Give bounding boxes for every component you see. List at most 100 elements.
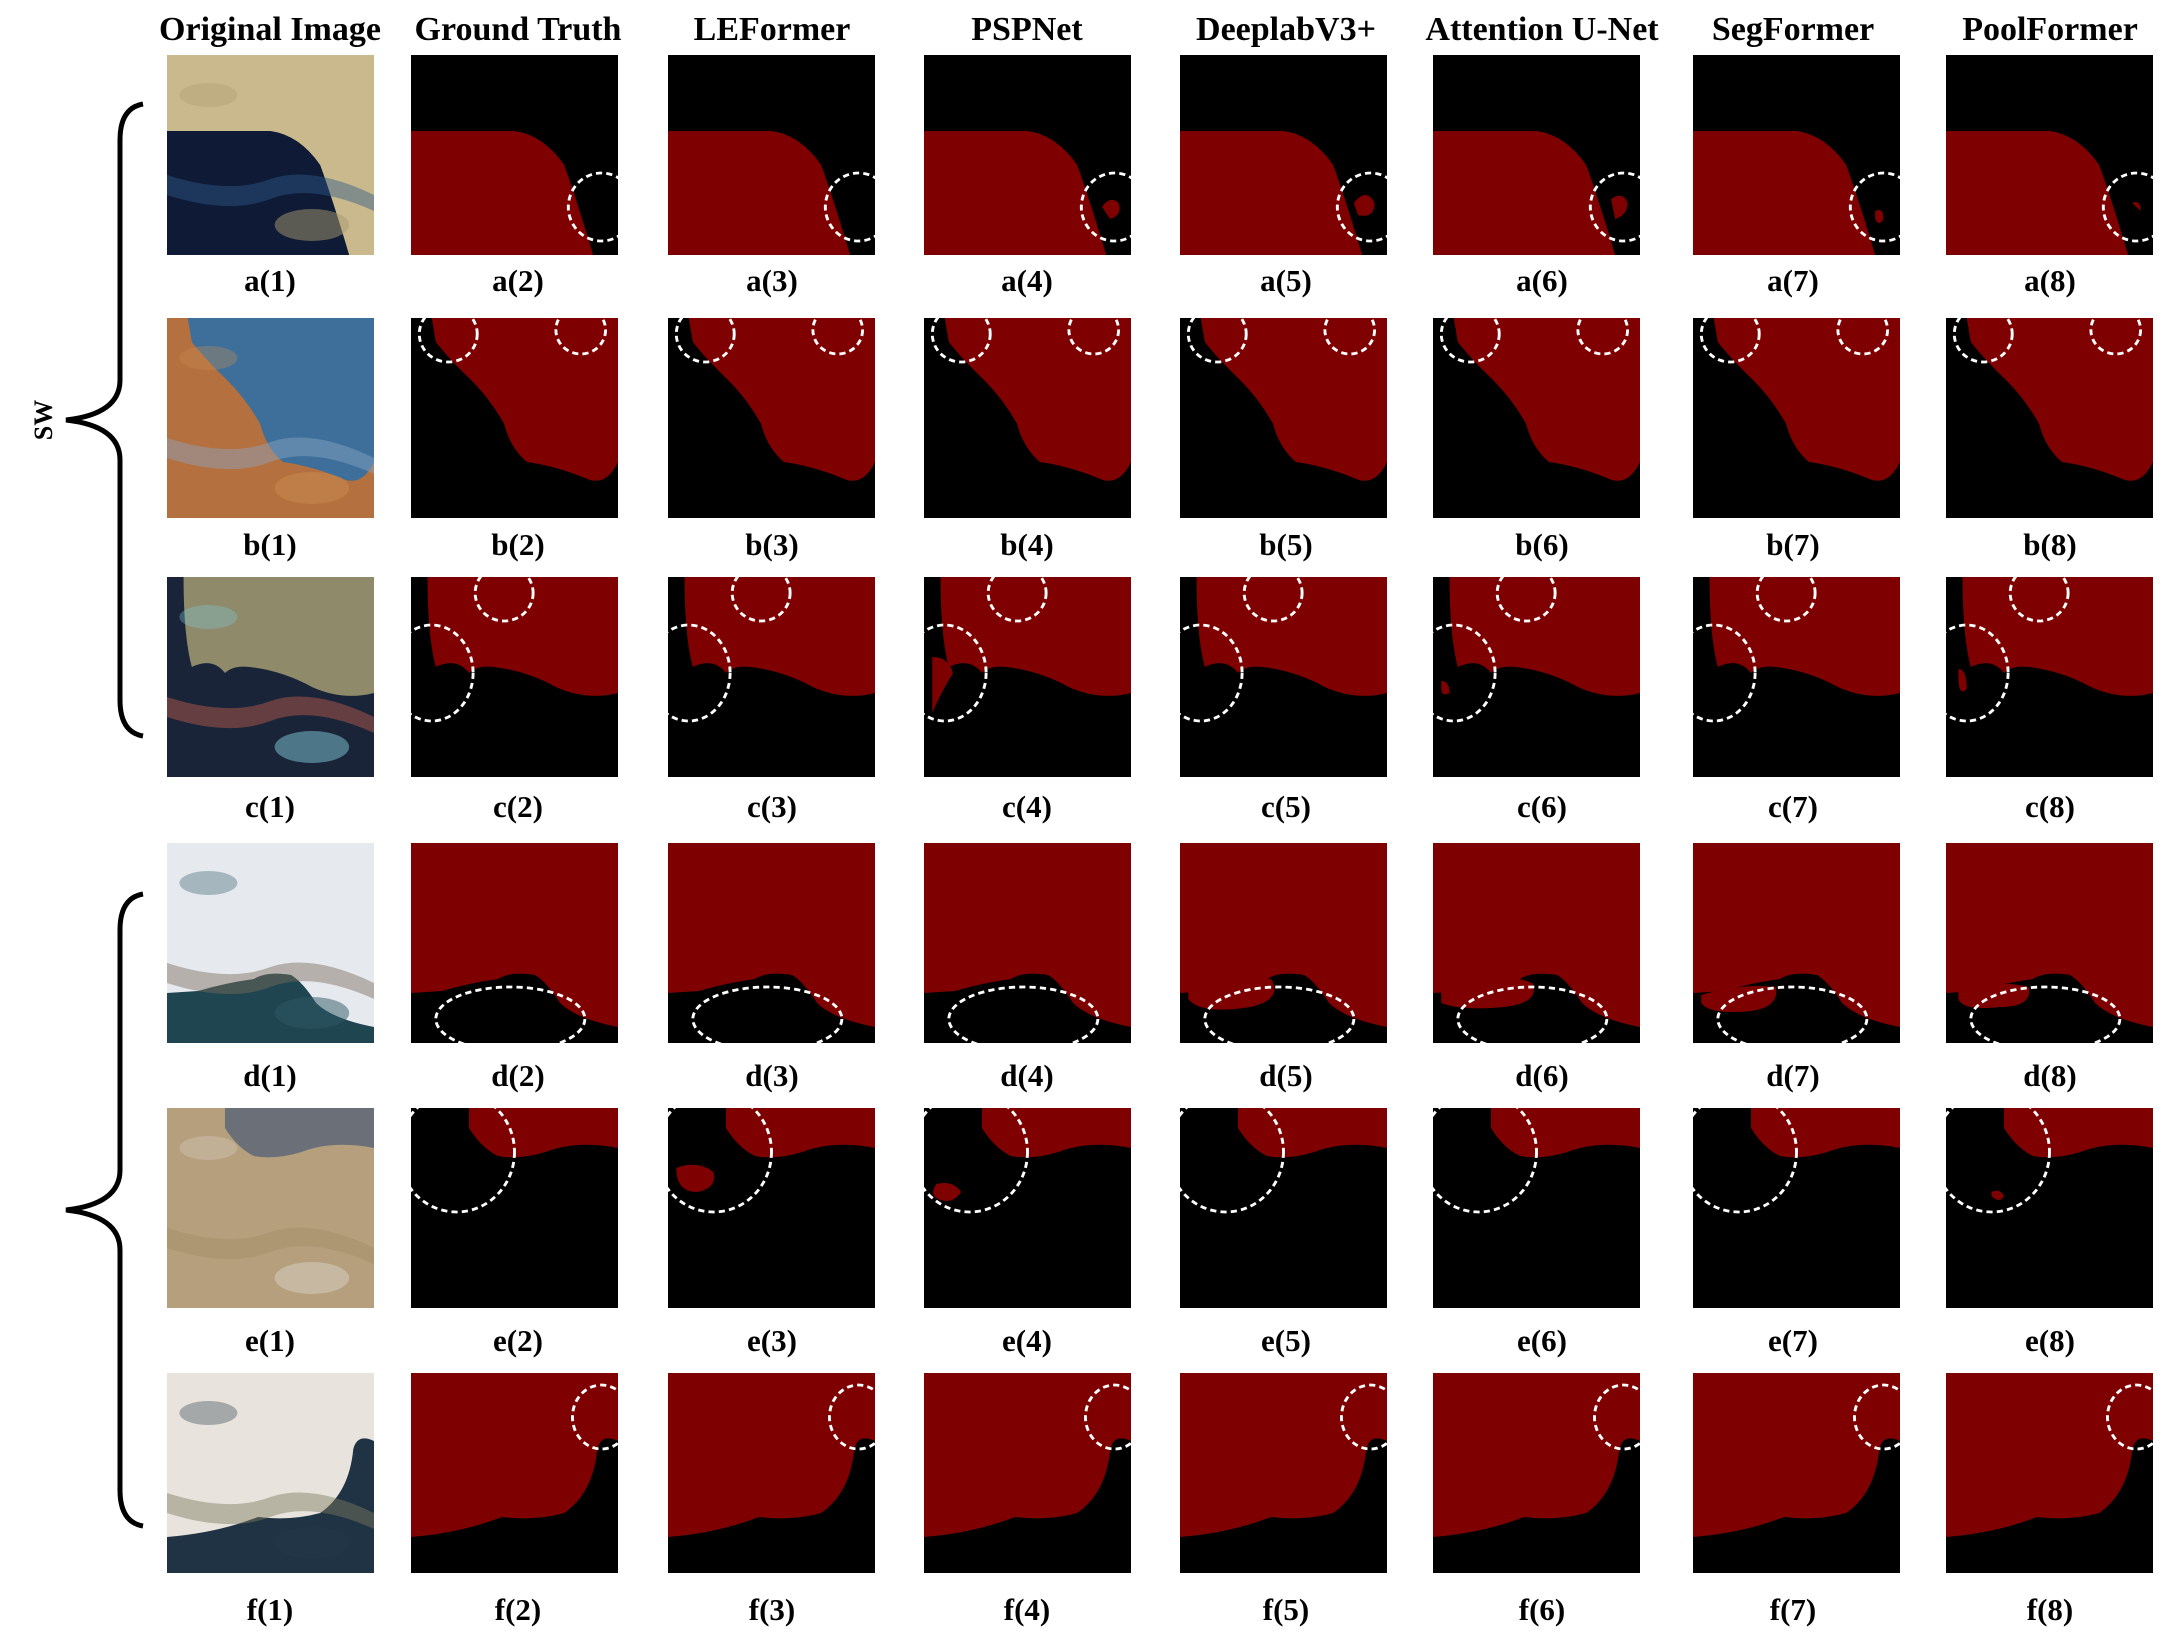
prediction-tile [1433,843,1640,1043]
segmentation-mask [668,318,875,518]
original-image-tile [167,843,374,1043]
prediction-tile [1693,1373,1900,1573]
panel-caption: f(7) [1769,1592,1817,1627]
panel-caption: f(3) [748,1592,796,1627]
panel-caption: f(6) [1518,1592,1566,1627]
segmentation-mask [1946,577,2153,777]
panel-caption: a(5) [1260,263,1312,298]
segmentation-mask [1693,1373,1900,1573]
prediction-tile [924,1108,1131,1308]
prediction-tile [1946,318,2153,518]
segmentation-mask [668,1108,875,1308]
column-header: PSPNet [971,11,1083,48]
segmentation-mask [1433,577,1640,777]
panel-caption: c(3) [747,789,797,824]
prediction-tile [1433,577,1640,777]
segmentation-mask [1180,1373,1387,1573]
panel-caption: e(8) [2025,1323,2075,1358]
segmentation-mask [1693,843,1900,1043]
segmentation-mask [1693,1108,1900,1308]
panel-caption: e(1) [245,1323,295,1358]
segmentation-mask [1180,843,1387,1043]
prediction-tile [1946,843,2153,1043]
prediction-tile [1180,1108,1387,1308]
segmentation-mask [924,318,1131,518]
prediction-tile [1946,1373,2153,1573]
prediction-tile [1693,55,1900,255]
segmentation-mask [1433,318,1640,518]
panel-caption: b(5) [1259,527,1313,562]
original-image-tile [167,1373,374,1573]
segmentation-mask [1180,1108,1387,1308]
panel-caption: c(7) [1768,789,1818,824]
panel-caption: e(3) [747,1323,797,1358]
segmentation-mask [924,1108,1131,1308]
panel-caption: d(5) [1259,1058,1313,1093]
segmentation-mask [411,577,618,777]
segmentation-mask [411,843,618,1043]
ground-truth-tile [411,1373,618,1573]
segmentation-mask [411,1108,618,1308]
satellite-image [167,577,374,777]
panel-caption: e(6) [1517,1323,1567,1358]
panel-caption: f(1) [246,1592,294,1627]
panel-caption: e(4) [1002,1323,1052,1358]
column-header: PoolFormer [1962,11,2138,48]
prediction-tile [1946,577,2153,777]
group-label: SW [29,399,59,441]
panel-caption: f(8) [2026,1592,2074,1627]
prediction-tile [924,55,1131,255]
prediction-tile [1693,577,1900,777]
prediction-tile [1693,1108,1900,1308]
satellite-image [167,55,374,255]
prediction-tile [1693,843,1900,1043]
panel-caption: d(6) [1515,1058,1569,1093]
segmentation-mask [1433,843,1640,1043]
prediction-tile [1433,1108,1640,1308]
prediction-tile [1180,577,1387,777]
panel-caption: a(2) [492,263,544,298]
ground-truth-tile [411,577,618,777]
satellite-image [167,1108,374,1308]
column-header: Ground Truth [414,11,622,48]
segmentation-mask [411,1373,618,1573]
prediction-tile [1946,1108,2153,1308]
segmentation-mask [1693,577,1900,777]
panel-caption: d(7) [1766,1058,1820,1093]
segmentation-mask [924,55,1131,255]
ground-truth-tile [411,55,618,255]
panel-caption: b(8) [2023,527,2077,562]
prediction-tile [1433,1373,1640,1573]
panel-caption: f(2) [494,1592,542,1627]
panel-caption: c(1) [245,789,295,824]
segmentation-mask [668,577,875,777]
prediction-tile [924,1373,1131,1573]
segmentation-mask [1693,318,1900,518]
panel-caption: d(1) [243,1058,297,1093]
panel-caption: c(2) [493,789,543,824]
prediction-tile [1693,318,1900,518]
prediction-tile [924,577,1131,777]
panel-caption: f(5) [1262,1592,1310,1627]
ground-truth-tile [411,1108,618,1308]
panel-caption: a(4) [1001,263,1053,298]
panel-caption: b(4) [1000,527,1054,562]
panel-caption: d(2) [491,1058,545,1093]
panel-caption: e(2) [493,1323,543,1358]
panel-caption: b(2) [491,527,545,562]
prediction-tile [1180,1373,1387,1573]
ground-truth-tile [411,318,618,518]
prediction-tile [1180,843,1387,1043]
panel-caption: c(8) [2025,789,2075,824]
satellite-image [167,1373,374,1573]
segmentation-mask [1180,55,1387,255]
column-header: Original Image [159,11,381,48]
prediction-tile [668,55,875,255]
segmentation-mask [1946,55,2153,255]
panel-caption: a(6) [1516,263,1568,298]
prediction-tile [1180,318,1387,518]
panel-caption: f(4) [1003,1592,1051,1627]
panel-caption: a(7) [1767,263,1819,298]
panel-caption: b(6) [1515,527,1569,562]
